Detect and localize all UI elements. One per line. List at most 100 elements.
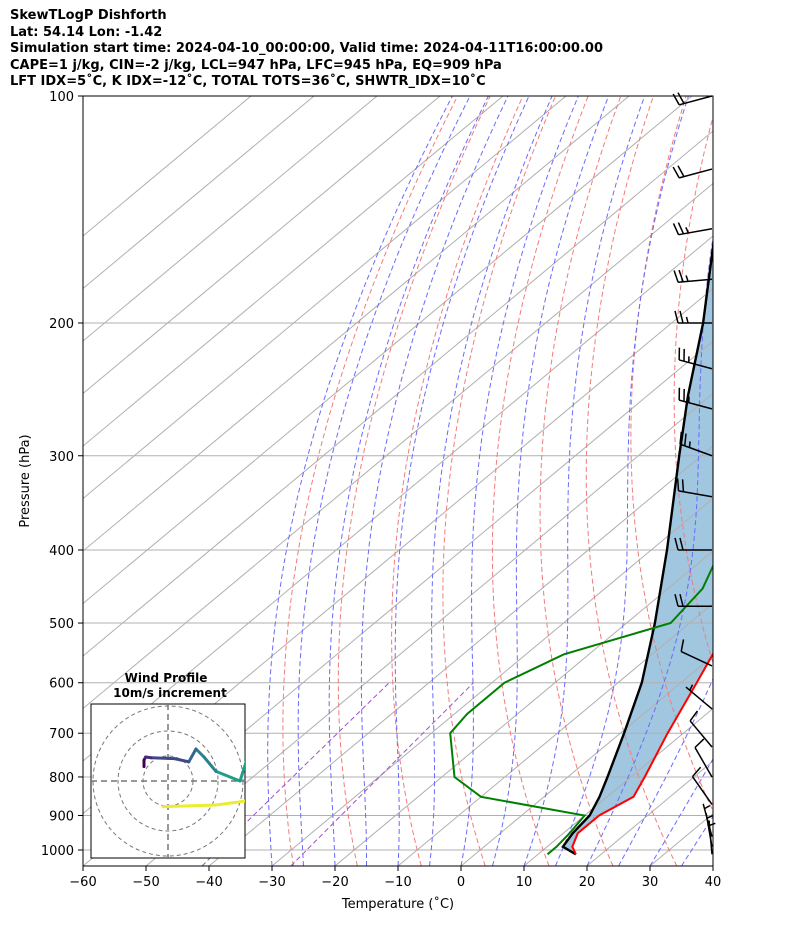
moist-adiabat (328, 96, 489, 866)
title-line-2: Lat: 54.14 Lon: -1.42 (10, 24, 163, 40)
hodograph-segment (202, 755, 218, 773)
y-axis-label: Pressure (hPa) (18, 434, 33, 527)
title-line-3: Simulation start time: 2024-04-10_00:00:… (10, 41, 603, 56)
y-tick-label: 300 (49, 450, 74, 465)
barb-feather (679, 310, 684, 324)
cape-fill (562, 247, 713, 855)
mixing-ratio-line (290, 682, 474, 866)
y-tick-label: 900 (49, 810, 74, 825)
barb-staff (679, 443, 713, 457)
wind-barb (674, 310, 712, 324)
isotherm (397, 602, 713, 866)
hodograph-subtitle: 10m/s increment (113, 686, 227, 700)
x-tick-label: −30 (258, 875, 285, 890)
isotherm (83, 96, 378, 342)
isotherm (83, 96, 504, 447)
wind-barb (691, 766, 713, 805)
isotherm (523, 707, 713, 866)
barb-staff (680, 650, 713, 667)
barb-staff (694, 747, 713, 778)
wind-barb (689, 710, 713, 748)
title-line-1: SkewTLogP Dishforth (10, 8, 167, 23)
y-tick-label: 800 (49, 771, 74, 786)
moist-adiabat (712, 865, 713, 866)
hodograph-plot (91, 704, 260, 858)
wind-barb (672, 92, 713, 106)
hodograph-segment (214, 769, 242, 783)
title-line-5: LFT IDX=5˚C, K IDX=-12˚C, TOTAL TOTS=36˚… (10, 74, 486, 89)
barb-half-feather (709, 822, 716, 827)
moist-adiabats (267, 96, 794, 866)
dry-adiabat (716, 96, 794, 866)
wind-barb (694, 738, 713, 778)
dry-adiabat (673, 115, 713, 665)
isotherm (83, 96, 693, 605)
x-tick-label: −20 (321, 875, 348, 890)
isotherm (83, 182, 713, 710)
hodograph-segment (214, 799, 245, 807)
hodograph-inset: Wind Profile 10m/s increment (90, 671, 260, 859)
barb-staff (678, 228, 713, 236)
isotherm (145, 392, 713, 866)
wind-barbs (672, 92, 716, 855)
moist-adiabat (618, 677, 713, 866)
x-tick-label: −60 (69, 875, 96, 890)
barb-staff (678, 359, 713, 370)
wind-barb (674, 594, 712, 607)
isotherm (83, 96, 315, 290)
moist-adiabat (586, 234, 713, 866)
dry-adiabat (337, 96, 491, 866)
dry-adiabat (282, 96, 459, 866)
isotherm (334, 550, 713, 866)
dry-adiabat (757, 96, 794, 866)
barb-feather (694, 738, 705, 749)
barb-half-feather (706, 814, 713, 819)
moist-adiabat (745, 96, 794, 866)
hodograph-title: Wind Profile (125, 671, 208, 685)
y-tick-label: 1000 (41, 844, 74, 859)
barb-staff (678, 490, 713, 498)
wind-barb (672, 165, 713, 179)
temperature-trace (571, 651, 713, 855)
isotherm (271, 497, 713, 866)
parcel-trace (561, 237, 713, 856)
moist-adiabat (297, 96, 471, 866)
dry-adiabats (282, 96, 794, 866)
wind-barb (674, 537, 712, 551)
barb-feather (684, 433, 687, 446)
barb-feather (689, 710, 699, 722)
wind-barb (678, 387, 713, 410)
wind-barb (679, 431, 713, 457)
dry-adiabat (442, 96, 556, 866)
barb-staff (678, 399, 713, 410)
barb-half-feather (685, 226, 690, 234)
wind-barb (678, 347, 713, 370)
wind-barb (676, 478, 713, 498)
barb-feather (674, 537, 679, 551)
moist-adiabat (429, 96, 553, 866)
sounding-profiles (449, 237, 713, 856)
hodograph-segment (172, 757, 191, 764)
barb-feather (674, 310, 679, 324)
hodograph-segment (238, 760, 245, 783)
barb-feather (677, 92, 685, 104)
hodograph-segment (252, 737, 260, 749)
barb-feather (673, 270, 679, 283)
wind-barb (672, 222, 713, 236)
title-line-4: CAPE=1 j/kg, CIN=-2 j/kg, LCL=947 hPa, L… (10, 57, 502, 73)
moist-adiabat (394, 96, 530, 866)
wind-barb (680, 639, 713, 667)
hodograph-ring (117, 730, 219, 832)
moist-adiabat (460, 96, 579, 866)
hodograph-segment (194, 747, 206, 759)
barb-feather (672, 223, 680, 235)
x-tick-label: 20 (579, 875, 596, 890)
isotherm (460, 655, 713, 866)
barb-half-feather (688, 441, 691, 448)
y-tick-label: 700 (49, 727, 74, 742)
cape-region (562, 247, 713, 855)
barb-feather (679, 537, 684, 551)
dry-adiabat (491, 96, 589, 866)
barb-feather (677, 165, 685, 177)
